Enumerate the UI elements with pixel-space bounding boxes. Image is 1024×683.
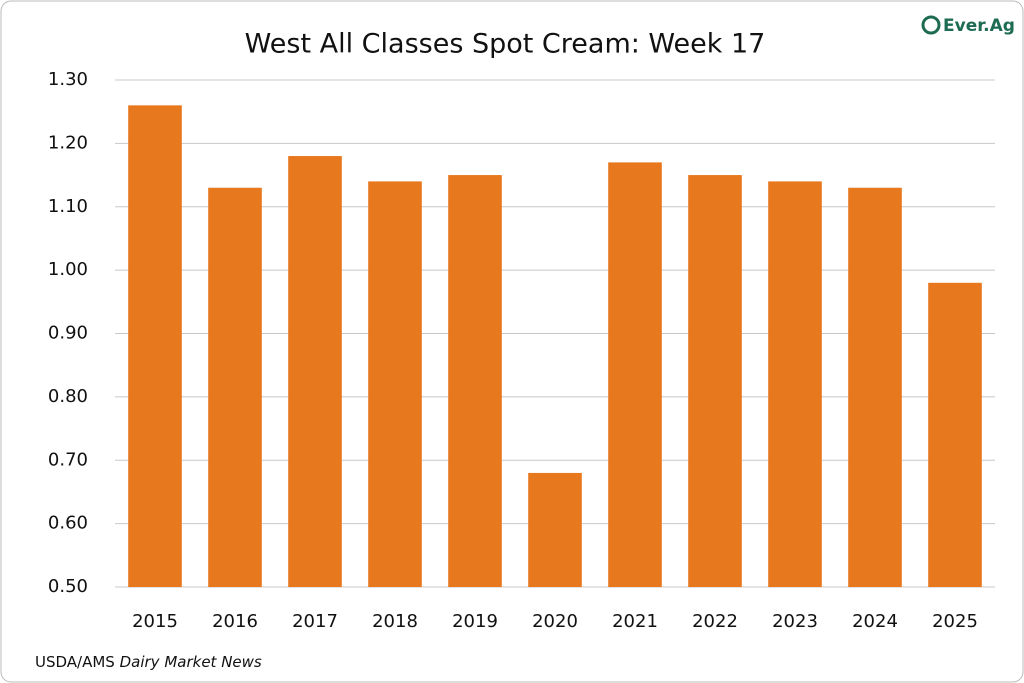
y-tick-label: 1.20	[48, 132, 88, 153]
y-tick-label: 1.00	[48, 259, 88, 280]
bar	[448, 175, 502, 587]
x-tick-label: 2020	[532, 611, 578, 632]
logo-icon	[921, 15, 941, 35]
bar	[848, 187, 902, 588]
chart-title: West All Classes Spot Cream: Week 17	[245, 29, 766, 60]
source-publication: Dairy Market News	[120, 653, 262, 671]
y-tick-label: 0.90	[48, 323, 88, 344]
x-tick-label: 2021	[612, 611, 658, 632]
x-tick-label: 2025	[932, 611, 978, 632]
x-tick-label: 2016	[212, 611, 258, 632]
bar	[768, 181, 822, 587]
x-tick-label: 2022	[692, 611, 738, 632]
logo: Ever.Ag	[921, 15, 1015, 36]
bar	[128, 105, 182, 587]
source: USDA/AMS Dairy Market News	[35, 653, 262, 671]
y-tick-label: 0.70	[48, 449, 88, 470]
bar	[368, 181, 422, 587]
x-tick-label: 2015	[132, 611, 178, 632]
logo-text: Ever.Ag	[943, 16, 1015, 36]
x-tick-label: 2018	[372, 611, 418, 632]
x-tick-label: 2019	[452, 611, 498, 632]
bar	[528, 472, 582, 587]
x-tick-label: 2024	[852, 611, 898, 632]
y-tick-label: 0.50	[48, 576, 88, 597]
bar	[288, 156, 342, 588]
bar	[688, 175, 742, 587]
source-agency: USDA/AMS	[35, 653, 115, 671]
y-tick-label: 1.30	[48, 69, 88, 90]
x-tick-label: 2017	[292, 611, 338, 632]
bar	[928, 282, 982, 587]
y-tick-label: 1.10	[48, 196, 88, 217]
y-tick-label: 0.80	[48, 386, 88, 407]
bar	[608, 162, 662, 587]
x-tick-label: 2023	[772, 611, 818, 632]
bar	[208, 187, 262, 588]
y-tick-label: 0.60	[48, 513, 88, 534]
